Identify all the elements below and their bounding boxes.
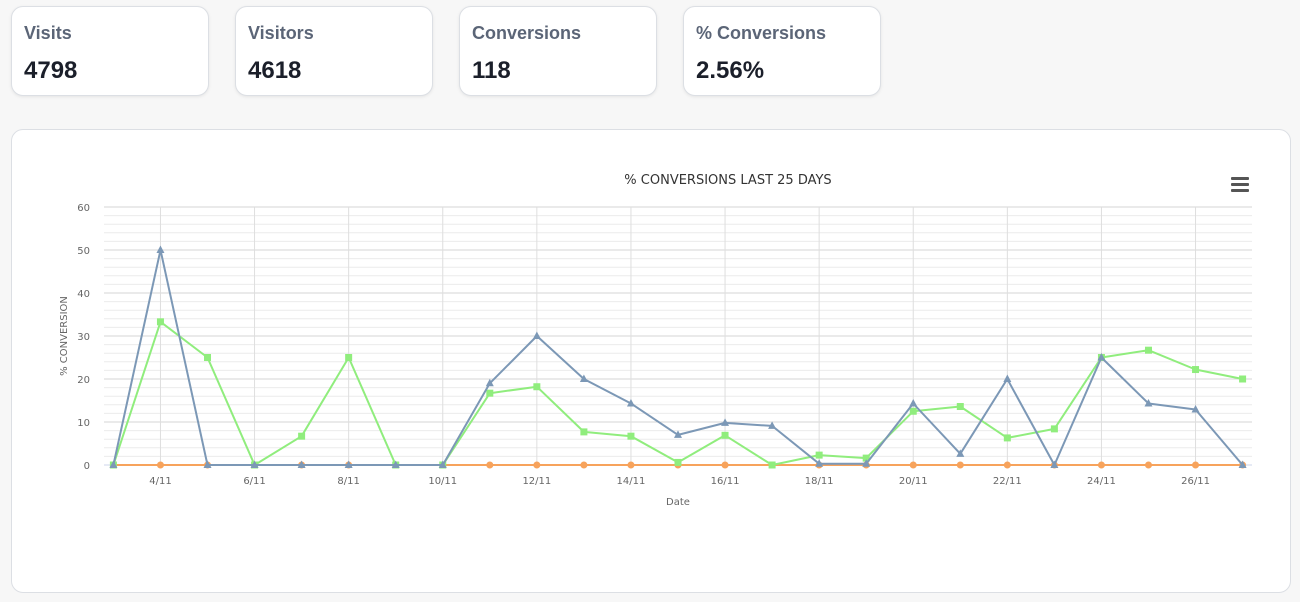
y-tick-label: 10 — [77, 418, 90, 429]
data-point-square — [815, 451, 823, 459]
data-point-square — [1050, 425, 1058, 433]
data-point-triangle — [1097, 353, 1106, 361]
data-point-circle — [1097, 461, 1105, 469]
data-point-circle — [580, 461, 588, 469]
data-point-triangle — [438, 460, 447, 468]
chart-panel: % CONVERSIONS LAST 25 DAYS 0 10 20 30 40 50 60 4… — [11, 129, 1291, 593]
series-line-square — [112, 320, 1243, 466]
data-point-circle — [956, 461, 964, 469]
data-point-circle — [909, 461, 917, 469]
data-point-circle — [1192, 461, 1200, 469]
x-tick-label: 10/11 — [428, 476, 457, 487]
data-point-triangle — [909, 399, 918, 407]
data-point-square — [156, 318, 164, 326]
y-tick-label: 30 — [77, 332, 90, 343]
data-point-circle — [486, 461, 494, 469]
x-tick-label: 8/11 — [337, 476, 359, 487]
y-tick-label: 50 — [77, 246, 90, 257]
data-point-circle — [1003, 461, 1011, 469]
data-point-triangle — [203, 460, 212, 468]
data-point-square — [345, 354, 353, 361]
x-tick-label: 24/11 — [1087, 476, 1116, 487]
y-tick-label: 20 — [77, 375, 90, 386]
data-point-triangle — [579, 374, 588, 382]
x-axis-title: Date — [666, 497, 690, 508]
data-point-triangle — [626, 399, 635, 407]
kpi-label: Visits — [24, 23, 72, 43]
hamburger-menu-icon[interactable] — [1231, 177, 1249, 193]
data-point-square — [956, 403, 964, 411]
kpi-label: Visitors — [248, 23, 314, 43]
y-tick-label: 40 — [77, 289, 90, 300]
kpi-card-visitors: Visitors 4618 — [235, 6, 433, 96]
kpi-value: 4798 — [24, 57, 78, 84]
data-point-square — [580, 428, 588, 436]
chart-title: % CONVERSIONS LAST 25 DAYS — [624, 173, 831, 188]
y-tick-label: 0 — [84, 461, 90, 472]
data-point-triangle — [721, 418, 730, 426]
data-point-square — [674, 458, 682, 466]
data-point-square — [486, 389, 494, 397]
data-point-triangle — [1144, 399, 1153, 407]
data-point-triangle — [1191, 405, 1200, 413]
y-tick-label: 60 — [77, 203, 90, 214]
kpi-card-visits: Visits 4798 — [11, 6, 209, 96]
data-point-circle — [627, 461, 635, 469]
data-point-square — [768, 461, 776, 469]
data-point-triangle — [815, 459, 824, 467]
x-tick-label: 18/11 — [805, 476, 834, 487]
data-point-triangle — [1003, 374, 1012, 382]
kpi-label: Conversions — [472, 23, 582, 43]
data-point-triangle — [250, 460, 259, 468]
conversion-chart: % CONVERSIONS LAST 25 DAYS 0 10 20 30 40 50 60 4… — [59, 173, 1252, 508]
x-tick-label: 4/11 — [149, 476, 171, 487]
kpi-value: 118 — [472, 57, 511, 84]
kpi-card-conversions: Conversions 118 — [459, 6, 657, 96]
data-point-triangle — [156, 245, 165, 253]
data-point-triangle — [862, 459, 871, 467]
data-point-square — [721, 431, 729, 439]
data-point-square — [862, 454, 870, 462]
y-axis-title: % CONVERSION — [59, 296, 70, 376]
x-tick-label: 14/11 — [617, 476, 646, 487]
data-point-triangle — [109, 460, 118, 468]
x-tick-label: 26/11 — [1181, 476, 1210, 487]
data-point-square — [909, 407, 917, 415]
data-point-square — [533, 383, 541, 391]
x-tick-label: 6/11 — [243, 476, 265, 487]
data-point-circle — [533, 461, 541, 469]
x-tick-label: 12/11 — [522, 476, 551, 487]
data-point-circle — [156, 461, 164, 469]
data-point-triangle — [391, 460, 400, 468]
data-point-square — [1239, 375, 1247, 383]
data-point-circle — [721, 461, 729, 469]
data-point-square — [298, 432, 306, 440]
data-point-triangle — [1238, 460, 1247, 468]
kpi-value: 2.56% — [696, 57, 765, 84]
kpi-card-percent-conversions: % Conversions 2.56% — [683, 6, 881, 96]
kpi-label: % Conversions — [696, 23, 827, 43]
x-tick-label: 16/11 — [711, 476, 740, 487]
data-point-triangle — [344, 460, 353, 468]
data-point-triangle — [532, 331, 541, 339]
data-point-square — [1144, 346, 1152, 354]
data-point-square — [1003, 434, 1011, 442]
data-point-triangle — [1050, 460, 1059, 468]
data-point-triangle — [674, 430, 682, 438]
data-point-square — [627, 432, 635, 440]
data-point-square — [1192, 366, 1200, 374]
data-point-triangle — [485, 378, 494, 387]
kpi-value: 4618 — [248, 57, 302, 84]
data-point-triangle — [956, 449, 965, 457]
data-point-circle — [1144, 461, 1152, 469]
data-point-triangle — [768, 421, 777, 429]
x-tick-label: 20/11 — [899, 476, 928, 487]
x-tick-label: 22/11 — [993, 476, 1022, 487]
data-point-square — [204, 354, 212, 361]
data-point-triangle — [297, 460, 306, 468]
